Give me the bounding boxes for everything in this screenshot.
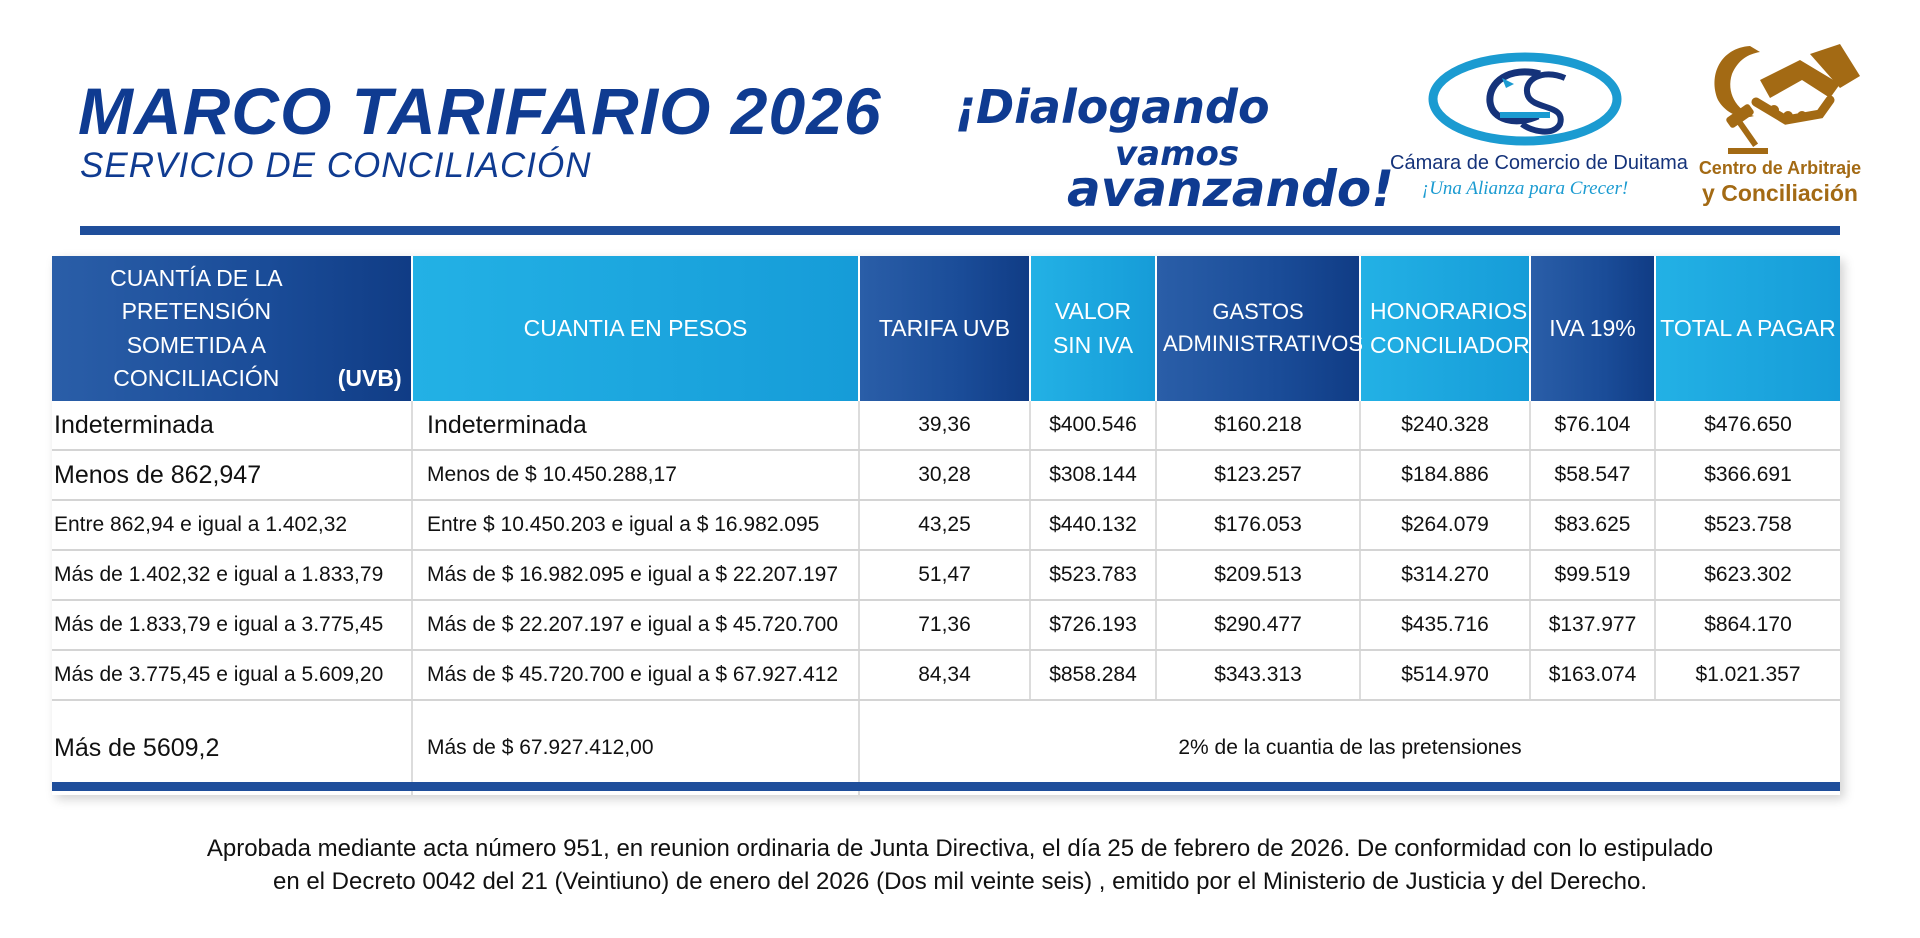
ccd-logo-icon xyxy=(1428,52,1622,146)
center-name-line-2: y Conciliación xyxy=(1702,180,1858,206)
slogan-line-3: avanzando! xyxy=(1067,160,1395,218)
table-row-last: Más de 5609,2 Más de $ 67.927.412,00 2% … xyxy=(52,700,1840,795)
cell-valor: $726.193 xyxy=(1030,600,1157,651)
approval-footnote: Aprobada mediante acta número 951, en re… xyxy=(0,832,1920,898)
cell-pesos: Más de $ 45.720.700 e igual a $ 67.927.4… xyxy=(412,650,860,701)
center-name-line-1: Centro de Arbitraje xyxy=(1698,158,1862,178)
cell-gastos: $343.313 xyxy=(1156,650,1361,701)
header-gastos: GASTOS ADMINISTRATIVOS xyxy=(1156,256,1364,401)
page-title: MARCO TARIFARIO 2026 xyxy=(78,74,882,148)
cell-iva: $99.519 xyxy=(1530,550,1656,601)
cell-tarifa: 30,28 xyxy=(859,450,1031,501)
cell-total: $366.691 xyxy=(1655,450,1840,501)
cell-iva: $83.625 xyxy=(1530,500,1656,551)
cell-uvb: Indeterminada xyxy=(52,401,413,451)
cell-honorarios: $514.970 xyxy=(1360,650,1531,701)
handshake-gavel-icon xyxy=(1714,44,1860,154)
table-header-row: CUANTÍA DE LA PRETENSIÓN SOMETIDA A CONC… xyxy=(52,256,1840,401)
cell-total: $864.170 xyxy=(1655,600,1840,651)
cell-iva: $76.104 xyxy=(1530,401,1656,451)
table-row: Entre 862,94 e igual a 1.402,32 Entre $ … xyxy=(52,500,1840,551)
cell-tarifa: 51,47 xyxy=(859,550,1031,601)
cell-uvb: Menos de 862,947 xyxy=(52,450,413,501)
center-logo: Centro de Arbitraje y Conciliación xyxy=(1690,40,1870,210)
cell-pesos: Menos de $ 10.450.288,17 xyxy=(412,450,860,501)
header-valor: VALOR SIN IVA xyxy=(1030,256,1157,401)
cell-total: $1.021.357 xyxy=(1655,650,1840,701)
cell-uvb: Más de 5609,2 xyxy=(52,700,413,795)
cell-gastos: $209.513 xyxy=(1156,550,1361,601)
cell-tarifa: 43,25 xyxy=(859,500,1031,551)
cell-gastos: $123.257 xyxy=(1156,450,1361,501)
table-row: Indeterminada Indeterminada 39,36 $400.5… xyxy=(52,401,1840,451)
slogan: ¡Dialogando vamos avanzando! xyxy=(955,80,1394,218)
slogan-line-2: vamos xyxy=(1115,134,1240,174)
cell-honorarios: $314.270 xyxy=(1360,550,1531,601)
header-cuantia-uvb-main: CUANTÍA DE LA PRETENSIÓN SOMETIDA A CONC… xyxy=(110,264,283,391)
cell-tarifa: 39,36 xyxy=(859,401,1031,451)
header-total: TOTAL A PAGAR xyxy=(1655,256,1840,401)
cell-gastos: $160.218 xyxy=(1156,401,1361,451)
slogan-line-1: ¡Dialogando xyxy=(955,80,1270,134)
cell-uvb: Entre 862,94 e igual a 1.402,32 xyxy=(52,500,413,551)
header-gastos-label: GASTOS ADMINISTRATIVOS xyxy=(1163,299,1364,357)
header-cuantia-uvb-suffix: (UVB) xyxy=(337,364,402,391)
cell-percentage-note: 2% de la cuantia de las pretensiones xyxy=(859,700,1840,795)
cell-iva: $163.074 xyxy=(1530,650,1656,701)
chamber-motto: ¡Una Alianza para Crecer! xyxy=(1421,178,1629,199)
cell-pesos: Indeterminada xyxy=(412,401,860,451)
header-cuantia-uvb: CUANTÍA DE LA PRETENSIÓN SOMETIDA A CONC… xyxy=(52,256,413,401)
cell-total: $623.302 xyxy=(1655,550,1840,601)
cell-valor: $400.546 xyxy=(1030,401,1157,451)
cell-valor: $308.144 xyxy=(1030,450,1157,501)
header-honorarios: HONORARIOS CONCILIADOR xyxy=(1360,256,1531,401)
cell-pesos: Más de $ 16.982.095 e igual a $ 22.207.1… xyxy=(412,550,860,601)
header-tarifa: TARIFA UVB xyxy=(859,256,1031,401)
cell-tarifa: 71,36 xyxy=(859,600,1031,651)
cell-total: $476.650 xyxy=(1655,401,1840,451)
table-bottom-rule xyxy=(52,782,1840,791)
cell-pesos: Más de $ 67.927.412,00 xyxy=(412,700,860,795)
header-cuantia-pesos: CUANTIA EN PESOS xyxy=(412,256,860,401)
header-honorarios-label: HONORARIOS CONCILIADOR xyxy=(1370,298,1530,358)
header-valor-label: VALOR SIN IVA xyxy=(1052,298,1134,358)
page-subtitle: SERVICIO DE CONCILIACIÓN xyxy=(80,146,592,185)
cell-iva: $58.547 xyxy=(1530,450,1656,501)
footnote-line-2: en el Decreto 0042 del 21 (Veintiuno) de… xyxy=(272,868,1648,895)
cell-honorarios: $184.886 xyxy=(1360,450,1531,501)
header-iva: IVA 19% xyxy=(1530,256,1656,401)
cell-pesos: Más de $ 22.207.197 e igual a $ 45.720.7… xyxy=(412,600,860,651)
table-row: Más de 1.833,79 e igual a 3.775,45 Más d… xyxy=(52,600,1840,651)
table-row: Menos de 862,947 Menos de $ 10.450.288,1… xyxy=(52,450,1840,501)
cell-pesos: Entre $ 10.450.203 e igual a $ 16.982.09… xyxy=(412,500,860,551)
cell-honorarios: $435.716 xyxy=(1360,600,1531,651)
cell-valor: $440.132 xyxy=(1030,500,1157,551)
cell-tarifa: 84,34 xyxy=(859,650,1031,701)
cell-valor: $858.284 xyxy=(1030,650,1157,701)
table-row: Más de 3.775,45 e igual a 5.609,20 Más d… xyxy=(52,650,1840,701)
cell-uvb: Más de 1.402,32 e igual a 1.833,79 xyxy=(52,550,413,601)
chamber-logo: Cámara de Comercio de Duitama ¡Una Alian… xyxy=(1390,52,1688,212)
cell-uvb: Más de 1.833,79 e igual a 3.775,45 xyxy=(52,600,413,651)
cell-gastos: $290.477 xyxy=(1156,600,1361,651)
cell-iva: $137.977 xyxy=(1530,600,1656,651)
cell-honorarios: $240.328 xyxy=(1360,401,1531,451)
cell-honorarios: $264.079 xyxy=(1360,500,1531,551)
footnote-line-1: Aprobada mediante acta número 951, en re… xyxy=(206,835,1714,862)
cell-valor: $523.783 xyxy=(1030,550,1157,601)
header-divider xyxy=(80,226,1840,235)
chamber-name: Cámara de Comercio de Duitama xyxy=(1390,152,1688,174)
cell-total: $523.758 xyxy=(1655,500,1840,551)
table-row: Más de 1.402,32 e igual a 1.833,79 Más d… xyxy=(52,550,1840,601)
cell-uvb: Más de 3.775,45 e igual a 5.609,20 xyxy=(52,650,413,701)
tariff-table: CUANTÍA DE LA PRETENSIÓN SOMETIDA A CONC… xyxy=(52,256,1840,795)
cell-gastos: $176.053 xyxy=(1156,500,1361,551)
